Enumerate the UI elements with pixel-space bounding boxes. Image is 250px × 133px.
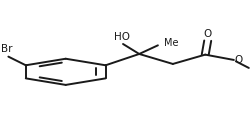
Text: O: O [204,29,212,39]
Text: HO: HO [114,32,130,42]
Text: Br: Br [1,44,13,54]
Text: O: O [234,55,242,65]
Text: Me: Me [164,38,179,48]
